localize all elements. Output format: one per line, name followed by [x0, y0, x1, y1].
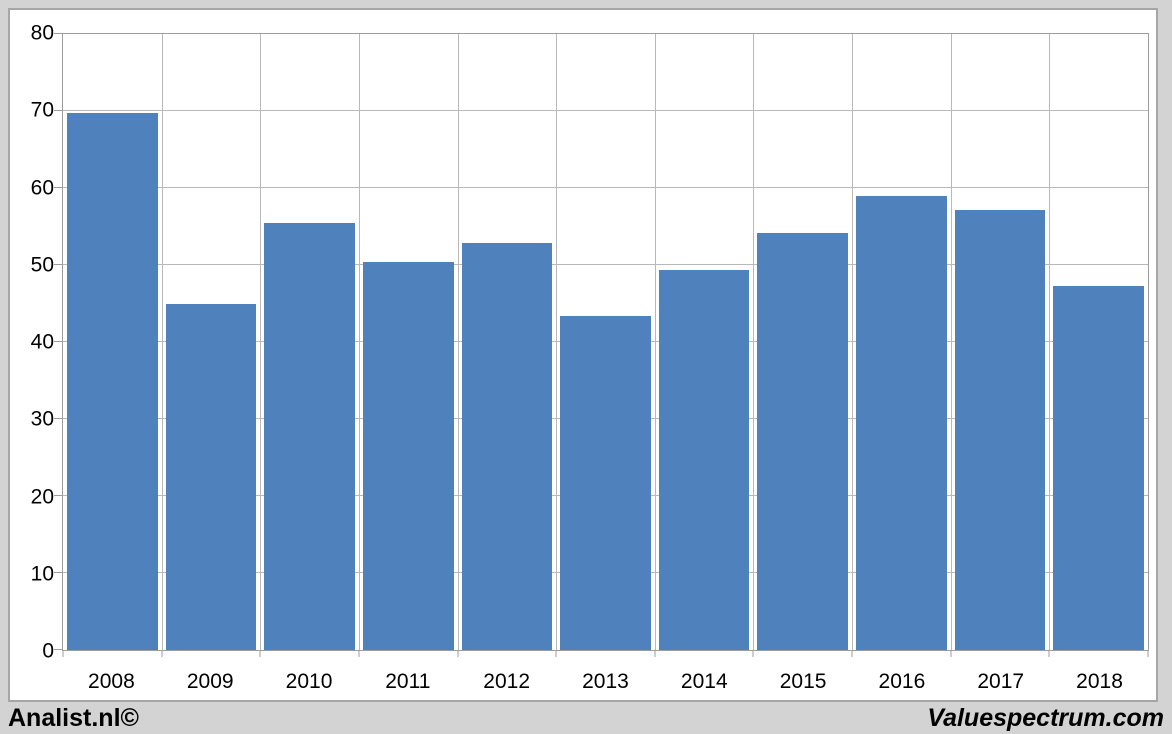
bar-2013: [560, 315, 651, 650]
y-axis-tick-label: 20: [30, 485, 54, 508]
bar-2016: [856, 195, 947, 650]
x-axis-tick: [259, 650, 261, 657]
bar-slot: [260, 34, 359, 650]
bar-2008: [67, 112, 158, 650]
v-gridline: [654, 34, 656, 650]
bar-2017: [954, 209, 1046, 650]
bar-slot: [359, 34, 458, 650]
h-gridline: [63, 187, 1148, 188]
bar-slot: [63, 34, 162, 650]
y-axis-tick: [54, 110, 63, 111]
x-axis-tick: [161, 650, 163, 657]
bar-series: [63, 34, 1148, 650]
x-axis-tick-label: 2011: [385, 670, 431, 693]
bar-slot: [1049, 34, 1148, 650]
bar-slot: [951, 34, 1050, 650]
v-gridline: [1049, 34, 1051, 650]
bar-slot: [556, 34, 655, 650]
x-axis-tick: [851, 650, 853, 657]
y-axis-tick: [54, 495, 63, 496]
y-axis-labels: 0 10 20 30 40 50 60 70 80: [10, 23, 54, 662]
x-axis-tick-label: 2016: [878, 670, 926, 693]
y-axis-tick: [54, 341, 63, 342]
x-axis-tick: [950, 650, 952, 657]
v-gridline: [852, 34, 854, 650]
x-axis-tick: [1147, 650, 1149, 657]
x-axis-tick-label: 2013: [582, 670, 629, 693]
y-axis-tick-label: 0: [42, 639, 54, 663]
x-axis-tick: [555, 650, 557, 657]
v-gridline: [753, 34, 755, 650]
bar-2011: [362, 261, 454, 650]
y-axis-tick: [54, 187, 63, 188]
y-axis-tick: [54, 33, 63, 34]
x-axis-tick: [457, 650, 459, 657]
x-axis-tick-label: 2008: [88, 670, 135, 693]
x-axis-tick: [358, 650, 360, 657]
bar-2018: [1053, 285, 1145, 650]
bar-2012: [461, 242, 553, 650]
bar-slot: [458, 34, 557, 650]
x-axis-tick: [752, 650, 754, 657]
v-gridline: [358, 34, 360, 650]
h-gridline: [63, 264, 1148, 265]
bar-2009: [165, 303, 257, 650]
y-axis-tick-label: 80: [30, 21, 54, 45]
y-axis-tick: [54, 572, 63, 573]
bar-2014: [658, 269, 750, 650]
bar-slot: [753, 34, 852, 650]
y-axis-tick-label: 10: [30, 562, 54, 586]
y-axis-tick-label: 40: [30, 330, 54, 354]
y-axis-tick-label: 60: [30, 176, 54, 199]
brand-analist: Analist.nl©: [8, 704, 139, 732]
x-axis-tick-label: 2017: [977, 670, 1025, 693]
x-axis-labels: 2008 2009 2010 2011 2012 2013 2014 2015 2016 2017…: [62, 666, 1149, 698]
v-gridline: [260, 34, 262, 650]
y-axis-tick-label: 50: [30, 253, 54, 277]
x-axis-tick: [654, 650, 656, 657]
v-gridline: [457, 34, 459, 650]
v-gridline: [950, 34, 952, 650]
bar-slot: [162, 34, 261, 650]
x-axis-tick-label: 2015: [779, 670, 827, 693]
chart-panel: 0 10 20 30 40 50 60 70 80 2008 2009 2010 2011 2012 20…: [8, 8, 1158, 702]
x-axis-tick: [62, 650, 64, 657]
y-axis-tick: [54, 264, 63, 265]
x-axis-tick-label: 2012: [483, 670, 531, 693]
y-axis-tick-label: 30: [30, 407, 54, 431]
y-axis-tick: [54, 418, 63, 419]
v-gridline: [161, 34, 163, 650]
v-gridline: [556, 34, 558, 650]
x-axis-tick-label: 2010: [285, 670, 333, 693]
x-axis-tick: [1048, 650, 1050, 657]
x-axis-tick-label: 2018: [1076, 670, 1123, 693]
bar-2010: [264, 222, 355, 650]
y-axis-tick: [54, 649, 63, 650]
brand-valuespectrum: Valuespectrum.com: [927, 704, 1164, 732]
x-axis-tick-label: 2009: [186, 670, 234, 693]
bar-slot: [852, 34, 951, 650]
x-axis-tick-label: 2014: [680, 670, 728, 693]
h-gridline: [63, 110, 1148, 111]
y-axis-tick-label: 70: [30, 98, 54, 122]
bar-slot: [655, 34, 754, 650]
plot-area: [54, 33, 1149, 657]
bar-2015: [757, 233, 849, 650]
